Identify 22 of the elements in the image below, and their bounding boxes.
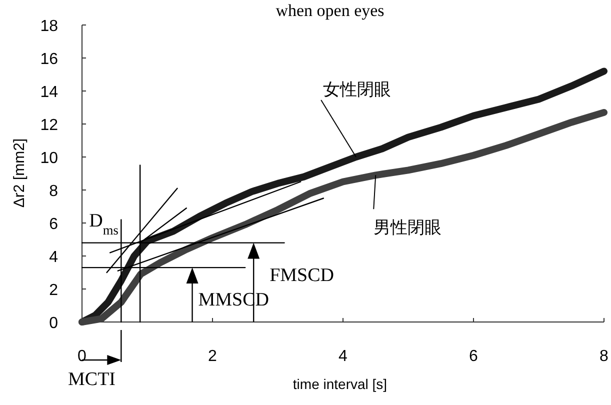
y-tick-label: 16 xyxy=(40,51,58,68)
x-tick-label: 8 xyxy=(600,348,609,365)
y-axis-title: Δr2 [mm2] xyxy=(11,138,28,208)
y-tick-label: 10 xyxy=(40,150,58,167)
y-tick-label: 0 xyxy=(49,315,58,332)
text: 男性閉眼 xyxy=(374,218,442,238)
annotation: D$_{ms}$ xyxy=(89,210,118,238)
x-tick-label: 6 xyxy=(469,348,478,365)
chart-title: when open eyes xyxy=(276,1,384,20)
y-tick-label: 14 xyxy=(40,84,58,101)
text: 女性閉眼 xyxy=(323,80,392,99)
y-tick-label: 18 xyxy=(40,18,58,35)
annotation: MCTI xyxy=(68,369,116,390)
x-axis-title: time interval [s] xyxy=(292,376,388,392)
x-tick-label: 2 xyxy=(208,348,218,365)
y-tick-label: 6 xyxy=(49,216,58,233)
y-tick-label: 2 xyxy=(49,282,58,299)
y-tick-label: 4 xyxy=(49,249,58,266)
annotation: FMSCD xyxy=(270,264,334,286)
y-tick-label: 12 xyxy=(40,117,58,134)
x-tick-label: 4 xyxy=(338,348,348,365)
y-tick-label: 8 xyxy=(49,183,58,200)
